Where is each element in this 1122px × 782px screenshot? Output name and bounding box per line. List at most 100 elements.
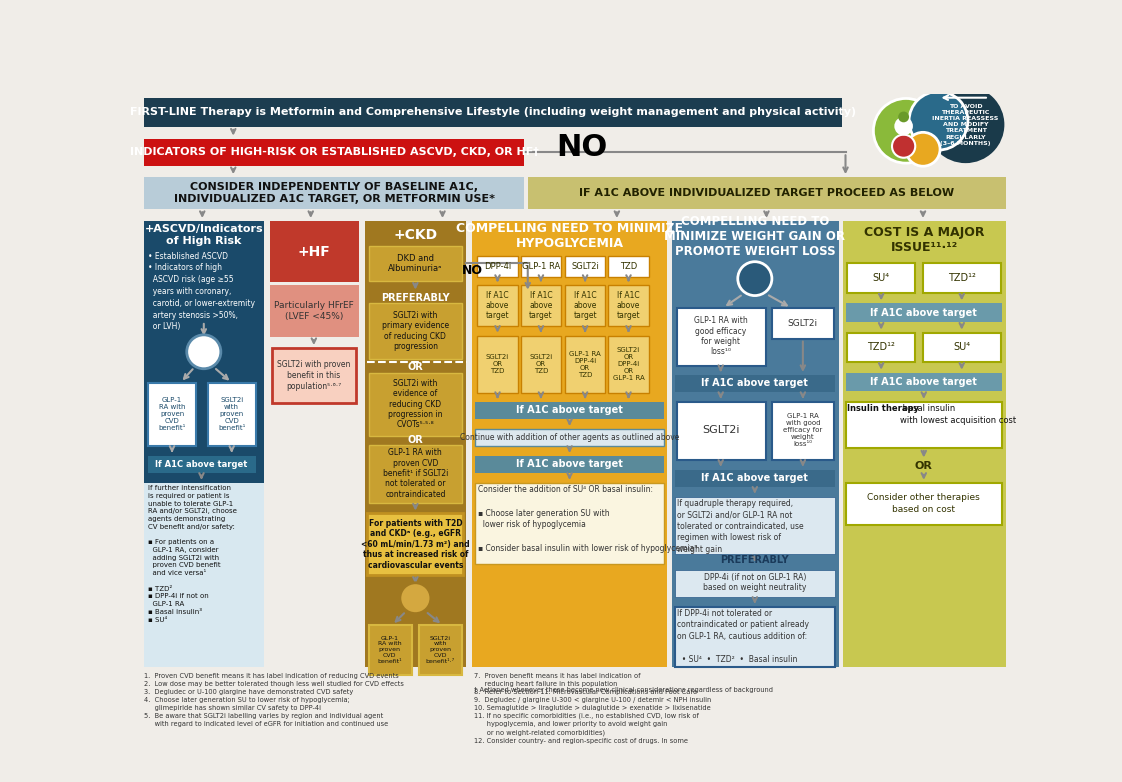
Text: Continue with addition of other agents as outlined above: Continue with addition of other agents a… bbox=[460, 432, 679, 442]
Bar bbox=[772, 308, 834, 339]
Bar bbox=[846, 402, 1002, 448]
Text: GLP-1 RA
with good
efficacy for
weight
loss¹⁰: GLP-1 RA with good efficacy for weight l… bbox=[783, 414, 822, 447]
Text: If A1C above target: If A1C above target bbox=[871, 307, 977, 317]
Text: If A1C
above
target: If A1C above target bbox=[573, 291, 597, 321]
Bar bbox=[521, 335, 561, 393]
Bar bbox=[420, 625, 462, 675]
Circle shape bbox=[927, 86, 1004, 163]
Bar bbox=[148, 456, 256, 472]
Text: GLP-1 RA with
good efficacy
for weight
loss¹⁰: GLP-1 RA with good efficacy for weight l… bbox=[693, 316, 747, 357]
Bar bbox=[475, 402, 664, 419]
Text: IF A1C ABOVE INDIVIDUALIZED TARGET PROCEED AS BELOW: IF A1C ABOVE INDIVIDUALIZED TARGET PROCE… bbox=[579, 188, 954, 198]
Text: GLP-1
RA with
proven
CVD
benefit¹: GLP-1 RA with proven CVD benefit¹ bbox=[158, 397, 186, 431]
Text: EITHER/
OR: EITHER/ OR bbox=[402, 593, 429, 604]
Text: +ASCVD/Indicators
of High Risk: +ASCVD/Indicators of High Risk bbox=[145, 224, 264, 246]
Text: CONSIDER INDEPENDENTLY OF BASELINE A1C,
INDIVIDUALIZED A1C TARGET, OR METFORMIN : CONSIDER INDEPENDENTLY OF BASELINE A1C, … bbox=[174, 182, 495, 204]
Text: FIRST-LINE Therapy is Metformin and Comprehensive Lifestyle (including weight ma: FIRST-LINE Therapy is Metformin and Comp… bbox=[130, 107, 856, 117]
Text: NO: NO bbox=[461, 264, 482, 278]
Text: SGLT2i
OR
DPP-4i
OR
GLP-1 RA: SGLT2i OR DPP-4i OR GLP-1 RA bbox=[613, 347, 644, 381]
Bar bbox=[675, 607, 836, 668]
Text: SGLT2i
with
proven
CVD
benefit¹: SGLT2i with proven CVD benefit¹ bbox=[218, 397, 246, 431]
Text: PREFERABLY: PREFERABLY bbox=[381, 293, 450, 303]
Bar bbox=[608, 335, 649, 393]
Bar bbox=[847, 332, 916, 362]
Text: DPP-4i (if not on GLP-1 RA)
based on weight neutrality: DPP-4i (if not on GLP-1 RA) based on wei… bbox=[703, 573, 807, 593]
Bar bbox=[675, 497, 836, 554]
Text: +CKD: +CKD bbox=[394, 228, 438, 242]
Circle shape bbox=[894, 117, 913, 135]
Text: SGLT2i: SGLT2i bbox=[702, 425, 739, 436]
Text: GLP-1 RA with
proven CVD
benefit¹ if SGLT2i
not tolerated or
contraindicated: GLP-1 RA with proven CVD benefit¹ if SGL… bbox=[383, 448, 448, 499]
Text: If quadruple therapy required,
or SGLT2i and/or GLP-1 RA not
tolerated or contra: If quadruple therapy required, or SGLT2i… bbox=[678, 499, 804, 554]
Bar bbox=[269, 221, 359, 282]
Bar bbox=[608, 256, 649, 277]
Bar bbox=[272, 348, 357, 404]
Text: SU⁴: SU⁴ bbox=[873, 273, 890, 283]
Text: SGLT2i: SGLT2i bbox=[788, 319, 818, 328]
Text: 1.  Proven CVD benefit means it has label indication of reducing CVD events
2.  : 1. Proven CVD benefit means it has label… bbox=[144, 673, 404, 727]
Text: EITHER/
OR: EITHER/ OR bbox=[742, 273, 769, 284]
Circle shape bbox=[399, 583, 431, 614]
Text: OR: OR bbox=[914, 461, 932, 471]
Text: SGLT2i with proven
benefit in this
population⁵·⁶·⁷: SGLT2i with proven benefit in this popul… bbox=[277, 360, 350, 391]
Bar bbox=[269, 285, 359, 337]
Text: basal insulin
with lowest acquisition cost: basal insulin with lowest acquisition co… bbox=[900, 404, 1015, 425]
Bar bbox=[923, 264, 1001, 292]
Bar bbox=[677, 402, 765, 460]
Text: TZD¹²: TZD¹² bbox=[948, 273, 976, 283]
Text: • Established ASCVD
• Indicators of high
  ASCVD risk (age ≥55
  years with coro: • Established ASCVD • Indicators of high… bbox=[148, 252, 255, 332]
Text: Consider other therapies
based on cost: Consider other therapies based on cost bbox=[867, 493, 981, 514]
Text: GLP-1
RA with
proven
CVD
benefit¹: GLP-1 RA with proven CVD benefit¹ bbox=[377, 636, 402, 664]
Bar bbox=[475, 429, 664, 446]
Bar bbox=[521, 256, 561, 277]
Circle shape bbox=[905, 132, 940, 167]
Text: TO AVOID
THERAPEUTIC
INERTIA REASSESS
AND MODIFY
TREATMENT
REGULARLY
(3–6 MONTHS: TO AVOID THERAPEUTIC INERTIA REASSESS AN… bbox=[932, 103, 999, 145]
Bar bbox=[477, 256, 517, 277]
Bar bbox=[208, 382, 256, 446]
Text: If A1C above target: If A1C above target bbox=[516, 459, 623, 469]
Bar bbox=[144, 482, 265, 668]
Circle shape bbox=[909, 91, 968, 150]
Bar bbox=[608, 285, 649, 326]
Bar bbox=[675, 570, 836, 597]
Text: If A1C
above
target: If A1C above target bbox=[617, 291, 641, 321]
Bar bbox=[923, 332, 1001, 362]
Text: Consider the addition of SU⁴ OR basal insulin:

▪ Choose later generation SU wit: Consider the addition of SU⁴ OR basal in… bbox=[478, 485, 698, 553]
Circle shape bbox=[738, 262, 772, 296]
Text: PREFERABLY: PREFERABLY bbox=[720, 555, 789, 565]
Bar bbox=[521, 285, 561, 326]
Circle shape bbox=[186, 335, 221, 369]
Bar bbox=[527, 177, 1006, 210]
Bar bbox=[475, 456, 664, 472]
Text: DPP-4i: DPP-4i bbox=[484, 262, 512, 271]
Bar bbox=[369, 303, 462, 359]
Text: If A1C above target: If A1C above target bbox=[701, 473, 808, 483]
Bar bbox=[772, 402, 834, 460]
Bar bbox=[672, 221, 838, 668]
Bar bbox=[846, 372, 1002, 391]
Text: COMPELLING NEED TO
MINIMIZE WEIGHT GAIN OR
PROMOTE WEIGHT LOSS: COMPELLING NEED TO MINIMIZE WEIGHT GAIN … bbox=[664, 215, 845, 258]
Text: If A1C above target: If A1C above target bbox=[871, 377, 977, 387]
Text: If A1C above target: If A1C above target bbox=[701, 378, 808, 389]
Text: SGLT2i
OR
TZD: SGLT2i OR TZD bbox=[530, 354, 552, 374]
Bar bbox=[475, 482, 664, 564]
Text: DKD and
Albuminuriaᵃ: DKD and Albuminuriaᵃ bbox=[388, 253, 442, 273]
Text: † Actioned whenever these become new clinical considerations regardless of backg: † Actioned whenever these become new cli… bbox=[473, 687, 773, 693]
Text: If A1C
above
target: If A1C above target bbox=[486, 291, 509, 321]
Text: OR: OR bbox=[407, 362, 423, 372]
Text: Particularly HFrEF
(LVEF <45%): Particularly HFrEF (LVEF <45%) bbox=[274, 301, 353, 321]
Text: Insulin therapy: Insulin therapy bbox=[847, 404, 919, 413]
Text: SU⁴: SU⁴ bbox=[954, 343, 971, 352]
Text: NO: NO bbox=[557, 133, 608, 162]
Bar bbox=[369, 625, 412, 675]
Bar bbox=[843, 221, 1006, 668]
Text: OR: OR bbox=[407, 435, 423, 445]
Bar bbox=[367, 514, 463, 575]
Bar bbox=[365, 221, 466, 668]
Bar bbox=[565, 335, 605, 393]
Bar bbox=[148, 382, 196, 446]
Bar bbox=[477, 335, 517, 393]
Circle shape bbox=[892, 135, 916, 158]
Text: SGLT2i with
evidence of
reducing CKD
progression in
CVOTs⁵·⁵·⁸: SGLT2i with evidence of reducing CKD pro… bbox=[388, 378, 442, 429]
Bar bbox=[144, 221, 265, 668]
